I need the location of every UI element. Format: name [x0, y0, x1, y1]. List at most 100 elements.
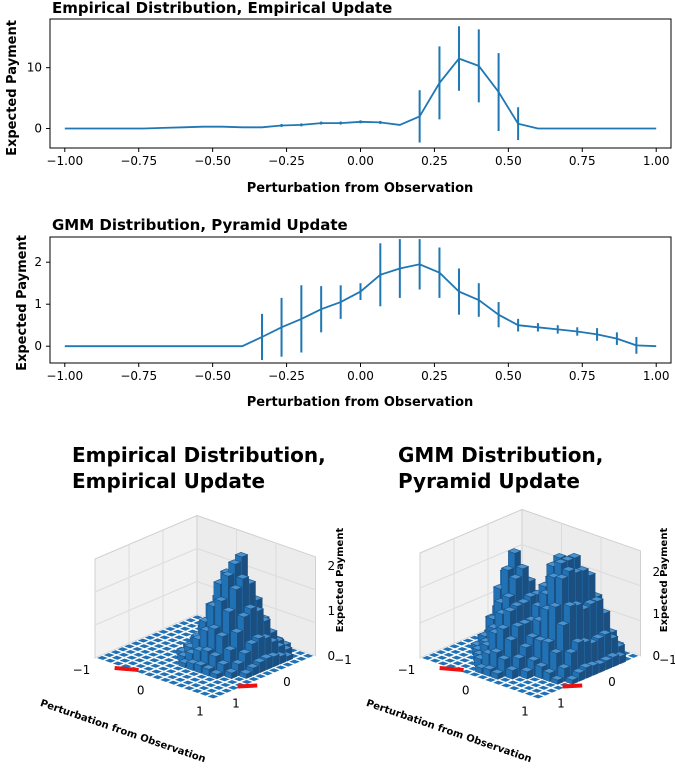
bar-top: [245, 663, 260, 669]
grid-line: [94, 548, 198, 593]
x-tick-label: −0.25: [268, 369, 305, 383]
bar-top: [215, 631, 230, 638]
bar-top: [227, 559, 242, 565]
bar-top: [461, 637, 476, 644]
grid-line: [196, 548, 316, 591]
bar-top: [136, 637, 151, 644]
bar-top: [447, 643, 462, 650]
observation-marker: [114, 665, 139, 673]
bar-top: [129, 640, 144, 647]
bar-top: [183, 617, 198, 623]
bar-top: [498, 677, 513, 683]
bar-top: [543, 682, 558, 688]
bar-top: [228, 584, 243, 591]
x-tick-label: −0.25: [268, 154, 305, 168]
bar-top: [151, 643, 166, 649]
bar-top: [557, 663, 572, 670]
series-line: [64, 57, 657, 130]
bar-top: [172, 634, 187, 641]
bar-top: [503, 635, 518, 641]
chart-title-line-2: Pyramid Update: [398, 469, 580, 493]
x-tick-label: 0.25: [421, 154, 448, 168]
bar-top: [454, 640, 469, 647]
bar-top: [244, 639, 259, 645]
bar-top: [253, 673, 268, 679]
bar-top: [237, 648, 252, 655]
bar-top: [123, 649, 138, 655]
bar-top: [483, 677, 498, 683]
x-axis-label: Perturbation from Observation: [247, 395, 474, 410]
bar-top: [115, 646, 130, 652]
bar-top: [216, 659, 231, 666]
bar-top: [537, 690, 552, 697]
bar-top: [189, 682, 204, 688]
grid-line: [419, 544, 523, 589]
bar-top: [530, 693, 545, 700]
bar-top: [428, 657, 443, 664]
bar-top: [125, 660, 140, 666]
x-tick-label: −0.50: [194, 154, 231, 168]
bar-top: [154, 654, 169, 661]
bar-top: [130, 646, 145, 652]
x-tick-label: 0.00: [347, 154, 374, 168]
x-tick-label: 0.00: [347, 369, 374, 383]
bar-top: [141, 666, 156, 672]
bar-top: [273, 664, 288, 671]
bar-top: [201, 664, 216, 670]
bar-top: [467, 671, 482, 678]
bar-top: [294, 656, 309, 662]
bar-top: [519, 666, 534, 673]
bar-top: [165, 637, 180, 643]
y-tick-label: 1: [232, 697, 240, 711]
bar-top: [182, 685, 197, 691]
bar-top: [142, 671, 157, 678]
chart-title-line-1: Empirical Distribution,: [72, 443, 326, 467]
bar-top: [207, 624, 222, 630]
bar-top: [491, 679, 506, 686]
y-tick-label: 0: [283, 675, 291, 689]
bar-top: [514, 682, 529, 688]
z-tick-label: 2: [328, 559, 336, 573]
y-tick-label: 10: [27, 61, 42, 75]
bar-top: [238, 669, 253, 675]
bar-top: [246, 676, 261, 682]
bar-top: [217, 676, 232, 683]
bar-top: [196, 685, 211, 691]
x-tick-label: −1: [73, 663, 91, 677]
bar-top: [170, 623, 185, 629]
bar-top: [597, 629, 612, 636]
bar-top: [148, 663, 163, 669]
bar-top: [147, 657, 162, 663]
bar-top: [449, 654, 464, 661]
y-tick-label: 1: [34, 297, 42, 311]
bar-top: [214, 596, 229, 602]
bar-top: [218, 682, 233, 688]
bar-top: [225, 679, 240, 685]
bar-top: [137, 643, 152, 649]
bar-top: [138, 649, 153, 655]
y-tick-label: 0: [34, 339, 42, 353]
bar-top: [436, 660, 451, 667]
bar-top: [108, 649, 123, 655]
chart-title-line-2: Empirical Update: [72, 469, 265, 493]
bar-top: [541, 637, 556, 644]
bar-top: [456, 652, 471, 658]
bar-top: [529, 688, 544, 694]
bar-top: [155, 660, 170, 666]
bar-top: [234, 551, 249, 558]
bar-top: [523, 591, 538, 598]
bar-top: [499, 682, 514, 689]
series-line: [64, 263, 657, 348]
line-chart-gmm: GMM Distribution, Pyramid Update Perturb…: [15, 216, 672, 410]
bar-top: [142, 634, 157, 641]
observation-marker: [237, 683, 258, 689]
bar-top: [173, 677, 188, 683]
z-tick-label: 1: [653, 607, 661, 621]
bar-top: [198, 690, 213, 697]
bar-top: [515, 563, 530, 570]
bar-top: [570, 637, 585, 644]
bar-top: [511, 653, 526, 660]
z-axis-label: Expected Payment: [335, 528, 346, 633]
bar-top: [134, 668, 149, 675]
bar-top: [156, 665, 171, 672]
